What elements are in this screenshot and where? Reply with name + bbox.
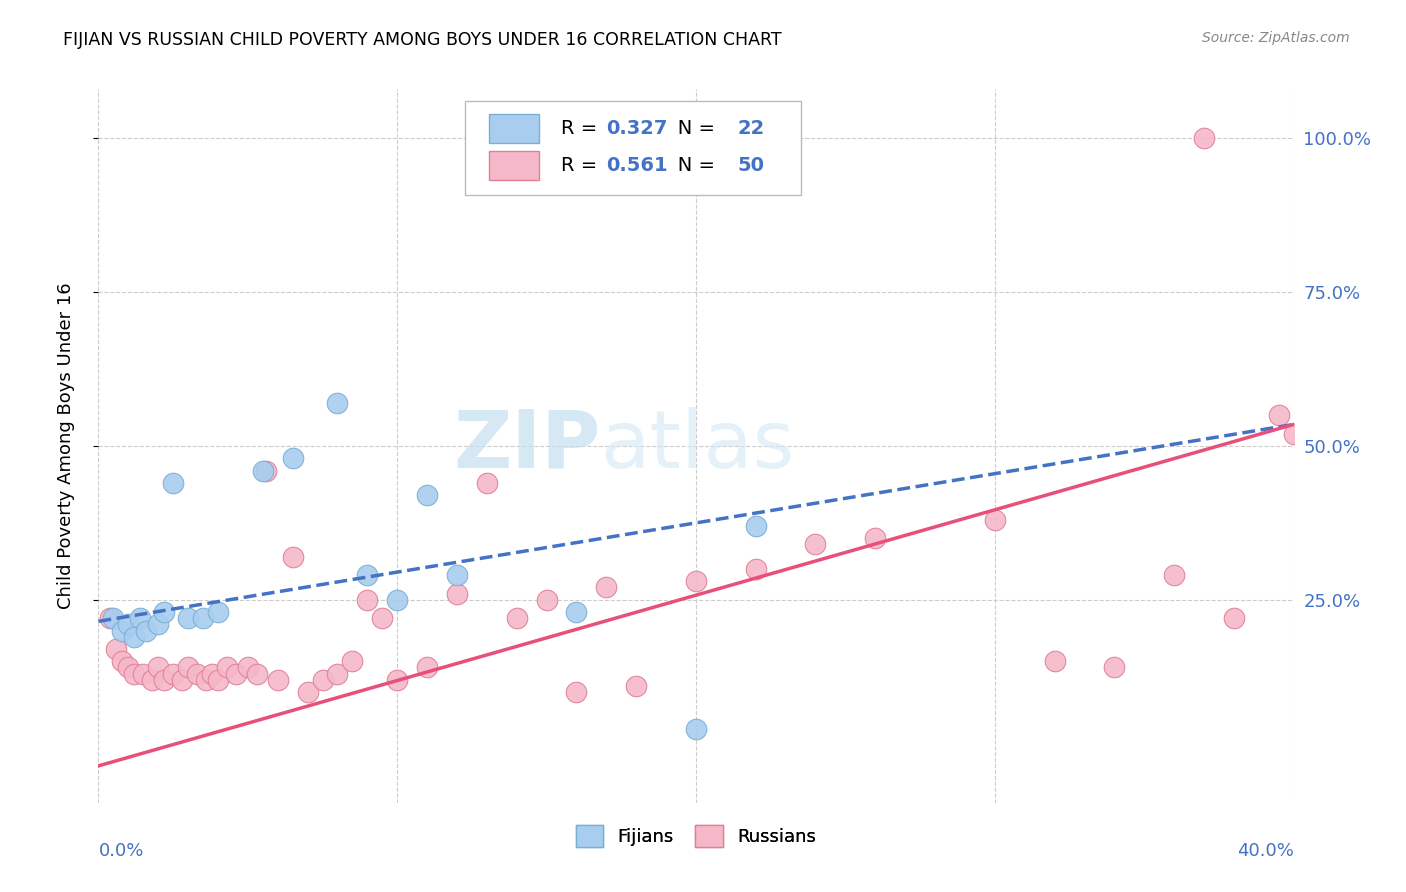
Point (246, 666, 269, 681)
Point (475, 475, 498, 490)
Point (162, 666, 184, 681)
Text: 22: 22 (738, 119, 765, 138)
Point (565, 685, 588, 699)
Point (1104, 660, 1126, 674)
Point (1043, 654, 1066, 668)
Point (326, 666, 349, 681)
Point (446, 568, 468, 582)
Point (191, 611, 214, 625)
Point (984, 513, 1007, 527)
Point (141, 673, 163, 687)
Point (626, 679, 648, 693)
Point (356, 568, 378, 582)
Point (536, 592, 558, 607)
Point (281, 549, 304, 564)
Point (124, 666, 146, 681)
Text: FIJIAN VS RUSSIAN CHILD POVERTY AMONG BOYS UNDER 16 CORRELATION CHART: FIJIAN VS RUSSIAN CHILD POVERTY AMONG BO… (63, 31, 782, 49)
Point (1223, 611, 1246, 625)
Point (103, 611, 125, 625)
Text: R =: R = (561, 156, 603, 175)
Text: ZIP: ZIP (453, 407, 600, 485)
Point (111, 624, 134, 638)
Point (1163, 568, 1185, 582)
Point (129, 611, 152, 625)
Text: Source: ZipAtlas.com: Source: ZipAtlas.com (1202, 31, 1350, 45)
Point (385, 592, 409, 607)
Point (371, 611, 394, 625)
Point (745, 519, 768, 533)
Text: 0.561: 0.561 (606, 156, 668, 175)
Point (595, 581, 617, 595)
Point (236, 660, 259, 674)
Point (1282, 426, 1305, 441)
Point (177, 660, 200, 674)
Point (356, 592, 378, 607)
Point (565, 605, 588, 619)
Point (162, 475, 184, 490)
Text: 50: 50 (738, 156, 765, 175)
FancyBboxPatch shape (465, 102, 801, 194)
Point (111, 654, 134, 668)
Point (207, 673, 229, 687)
Point (201, 666, 224, 681)
Point (267, 673, 290, 687)
Point (148, 660, 170, 674)
Point (98, 611, 122, 625)
Point (195, 673, 218, 687)
Point (215, 660, 238, 674)
Point (685, 722, 707, 736)
Text: 0.327: 0.327 (606, 119, 668, 138)
Point (326, 396, 349, 410)
Point (416, 488, 439, 502)
Text: N =: N = (659, 119, 721, 138)
Point (342, 654, 364, 668)
Point (865, 531, 887, 545)
Point (385, 673, 409, 687)
Point (186, 666, 208, 681)
Point (804, 537, 827, 551)
Text: 40.0%: 40.0% (1237, 842, 1294, 860)
Point (177, 611, 200, 625)
Point (148, 617, 170, 632)
Point (416, 660, 439, 674)
Y-axis label: Child Poverty Among Boys Under 16: Child Poverty Among Boys Under 16 (56, 283, 75, 609)
Point (446, 587, 468, 601)
Point (506, 611, 529, 625)
FancyBboxPatch shape (489, 152, 540, 180)
Point (745, 562, 768, 576)
Point (117, 660, 139, 674)
Point (1267, 409, 1289, 423)
Point (135, 624, 157, 638)
Text: atlas: atlas (600, 407, 794, 485)
Point (124, 630, 146, 644)
Point (1192, 131, 1215, 145)
Legend: Fijians, Russians: Fijians, Russians (569, 818, 823, 855)
Point (153, 605, 176, 619)
Point (254, 464, 277, 478)
FancyBboxPatch shape (489, 114, 540, 143)
Point (297, 685, 319, 699)
Point (105, 642, 128, 657)
Point (252, 464, 274, 478)
Text: 0.0%: 0.0% (98, 842, 143, 860)
Point (281, 451, 304, 466)
Point (172, 673, 194, 687)
Text: N =: N = (659, 156, 721, 175)
Point (225, 666, 247, 681)
Point (153, 673, 176, 687)
Point (117, 617, 139, 632)
Point (132, 666, 155, 681)
Point (311, 673, 333, 687)
Point (685, 574, 707, 589)
Text: R =: R = (561, 119, 603, 138)
Point (207, 605, 229, 619)
